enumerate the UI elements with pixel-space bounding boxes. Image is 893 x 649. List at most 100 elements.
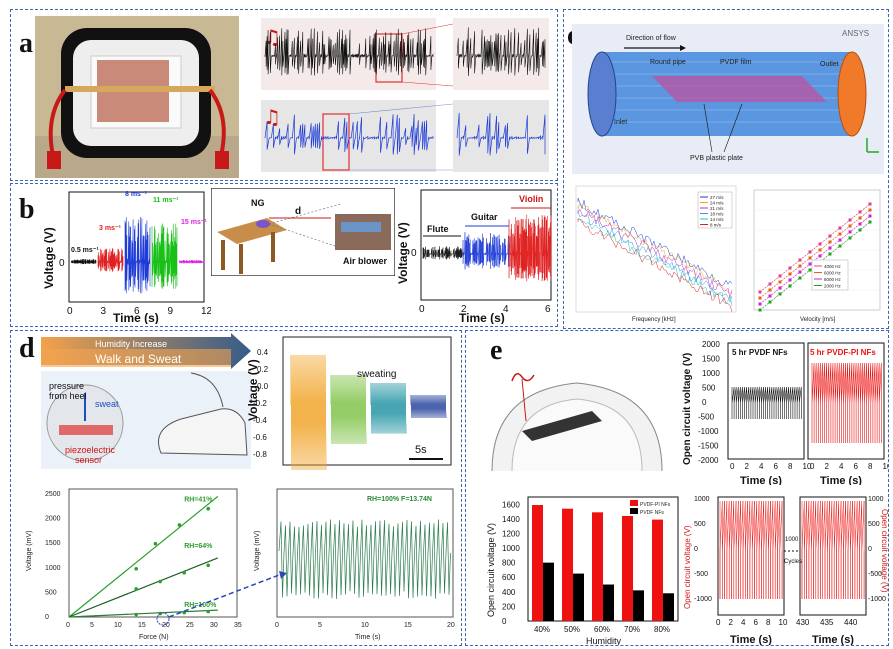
device-illustration: [491, 373, 663, 472]
eb-ytick-1: 200: [502, 602, 516, 611]
df-ytick-2: 1000: [45, 565, 61, 572]
eb-ylabel: Open circuit voltage (V): [486, 523, 496, 617]
vel-point-0-3: [788, 266, 792, 270]
eo-ytick-1: 1500: [702, 355, 720, 364]
df-ytick-4: 2000: [45, 516, 61, 523]
vel-point-1-3: [788, 272, 792, 276]
eo-xtick-a-4: 8: [788, 462, 793, 471]
eb-ytick-6: 1200: [502, 529, 520, 538]
bar-0-4: [652, 519, 663, 621]
ec-xtick-b-2: 440: [844, 618, 858, 627]
eb-ytick-0: 0: [502, 617, 507, 626]
bar-0-2: [592, 512, 603, 621]
violin-label: Violin: [519, 194, 543, 204]
pressure-label: pressure: [49, 381, 84, 391]
eo-ytick-7: -1500: [698, 442, 719, 451]
freq-xlabel: Frequency [kHz]: [632, 317, 676, 323]
label-pvdf-film: PVDF film: [720, 59, 752, 66]
df-xtick-2: 10: [114, 622, 122, 629]
freq-series-0: [577, 197, 733, 287]
force-point-0-0: [134, 566, 138, 571]
eo-ytick-3: 500: [702, 384, 716, 393]
music-voltage-plot: Flute Guitar Violin 0 2 4 6 Voltage (V) Tim…: [397, 189, 552, 324]
ec-xtick-b-0: 430: [796, 618, 810, 627]
cycle-series-start: [719, 500, 783, 599]
dt-note: RH=100% F=13.74N: [367, 496, 432, 503]
ec-ytick-l-0: 1000: [694, 496, 710, 503]
vel-legend-label-1: 6000 Hz: [824, 271, 842, 276]
air-blower-label: Air blower: [343, 256, 388, 266]
vel-point-2-3: [788, 278, 792, 282]
bar-1-3: [633, 590, 644, 621]
bar-0-3: [622, 515, 633, 621]
eb-xlabel: Humidity: [586, 636, 622, 645]
ec-ytick-r-0: 1000: [868, 496, 884, 503]
ec-ytick-l-3: -500: [694, 571, 708, 578]
panel-a: a ♫ ♫: [10, 9, 558, 181]
waveform-blue-full: [264, 113, 434, 155]
eb-legend-label-0: PVDF-PI NFs: [640, 502, 671, 508]
vel-point-3-11: [868, 220, 872, 224]
eb-ytick-2: 400: [502, 588, 516, 597]
eo-xtick-a-5: 10: [803, 462, 812, 471]
sweat-series-1: [330, 374, 367, 445]
panel-label-a: a: [19, 28, 33, 59]
panel-label-e: e: [490, 335, 503, 366]
freq-series-5: [577, 218, 733, 312]
b-ylabel: Voltage (V): [42, 227, 56, 289]
zoom-arrow: [156, 571, 287, 626]
b-xtick-4: 12: [201, 306, 211, 317]
force-point-0-2: [177, 523, 182, 527]
eo-xlabel1: Time (s): [740, 475, 782, 485]
ec-ytick-r-2: 0: [868, 546, 872, 553]
panel-e: e 2000 1500 1000 500 0 -500 -1000 -1500 -2000 0 0 2…: [465, 330, 889, 646]
ds-ytick-4: -0.4: [253, 416, 267, 425]
ds-ytick-3: -0.2: [253, 399, 267, 408]
speed-series-3: [151, 223, 178, 289]
trace-series: [278, 519, 451, 600]
bm-xlabel: Time (s): [459, 311, 505, 324]
ansys-pipe-simulation: Direction of flow Round pipe PVDF film O…: [572, 24, 884, 174]
vel-point-0-7: [828, 234, 832, 238]
ec-xtick-a-4: 8: [766, 618, 771, 627]
freq-legend-label-4: 14 m/s: [710, 217, 724, 222]
eb-ytick-5: 1000: [502, 544, 520, 553]
audio-waveform-plots: ♫ ♫: [261, 18, 549, 172]
eb-legend-swatch-0: [630, 500, 638, 506]
ec-xtick-a-5: 10: [779, 618, 788, 627]
force-point-1-0: [134, 587, 138, 591]
freq-series-2: [577, 208, 733, 299]
speed-series-0: [70, 258, 97, 265]
freq-legend-label-5: 8 m/s: [710, 223, 722, 228]
df-ytick-0: 0: [45, 614, 49, 621]
guitar-series: [462, 232, 510, 270]
force-point-2-0: [134, 612, 138, 617]
eo-xtick-a-3: 6: [774, 462, 779, 471]
bar-cat-2: 60%: [594, 625, 610, 634]
ec-ytick-r-3: -500: [868, 571, 882, 578]
bar-0-1: [562, 508, 573, 621]
df-ytick-5: 2500: [45, 491, 61, 498]
bar-cat-3: 70%: [624, 625, 640, 634]
walk-and-sweat: Walk and Sweat: [95, 352, 182, 366]
vel-point-3-3: [788, 284, 792, 288]
force-point-2-3: [206, 609, 210, 614]
eo-xtick-b-0: 0: [810, 462, 815, 471]
b-ytick: 0: [59, 258, 65, 269]
label-ansys: ANSYS: [842, 29, 869, 38]
eb-ytick-3: 600: [502, 573, 516, 582]
eo-xtick-b-5: 10: [883, 462, 889, 471]
sweating-label: sweating: [357, 369, 396, 380]
voltage-trace-plot: 0 5 10 15 20 RH=100% F=13.74N Voltage (mV) T…: [254, 488, 455, 641]
bar-1-2: [603, 584, 614, 621]
ec-xtick-a-0: 0: [716, 618, 721, 627]
speed-label-1: 3 ms⁻¹: [99, 225, 122, 232]
waveform-blue-zoom: [456, 112, 546, 156]
eo-xtick-b-3: 6: [854, 462, 859, 471]
svg-text:♫: ♫: [263, 105, 281, 129]
b-xtick-3: 9: [168, 306, 174, 317]
eo-ytick-8: -2000: [698, 456, 719, 465]
scale-5s: 5s: [415, 444, 427, 456]
